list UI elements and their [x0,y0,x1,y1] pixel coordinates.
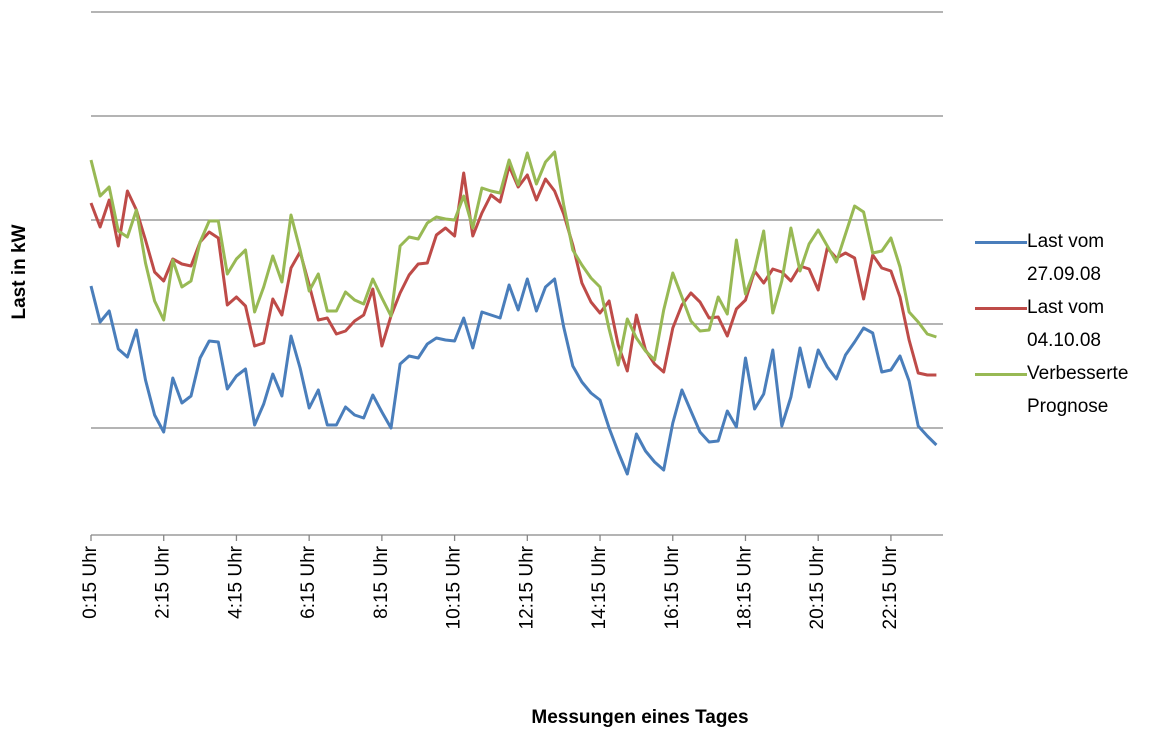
x-tick-label: 18:15 Uhr [734,545,755,629]
x-tick-label: 2:15 Uhr [153,545,174,619]
x-tick-label: 12:15 Uhr [516,545,537,629]
series-line [89,150,937,367]
x-tick-label: 14:15 Uhr [589,545,610,629]
legend-label: Verbesserte Prognose [1027,363,1129,417]
x-tick-label: 8:15 Uhr [371,545,392,619]
legend-label: Last vom 27.09.08 [1027,231,1105,285]
legend: Last vom 27.09.08 Last vom 04.10.08 Verbes… [975,225,1165,423]
x-tick-label: 6:15 Uhr [298,545,319,619]
y-axis-label: Last in kW [9,224,30,319]
x-tick-label: 20:15 Uhr [807,545,828,629]
legend-entry: Verbesserte Prognose [975,357,1165,423]
x-tick-label: 10:15 Uhr [444,545,465,629]
legend-swatch [975,307,1027,310]
x-tick-label: 22:15 Uhr [880,545,901,629]
series-line [89,277,938,476]
x-axis-label: Messungen eines Tages [531,707,748,728]
x-tick-label: 0:15 Uhr [80,545,101,619]
x-tick-label: 4:15 Uhr [225,545,246,619]
legend-entry: Last vom 27.09.08 [975,225,1165,291]
legend-label: Last vom 04.10.08 [1027,297,1105,351]
legend-swatch [975,241,1027,244]
legend-swatch [975,373,1027,376]
x-tick-label: 16:15 Uhr [662,545,683,629]
legend-entry: Last vom 04.10.08 [975,291,1165,357]
